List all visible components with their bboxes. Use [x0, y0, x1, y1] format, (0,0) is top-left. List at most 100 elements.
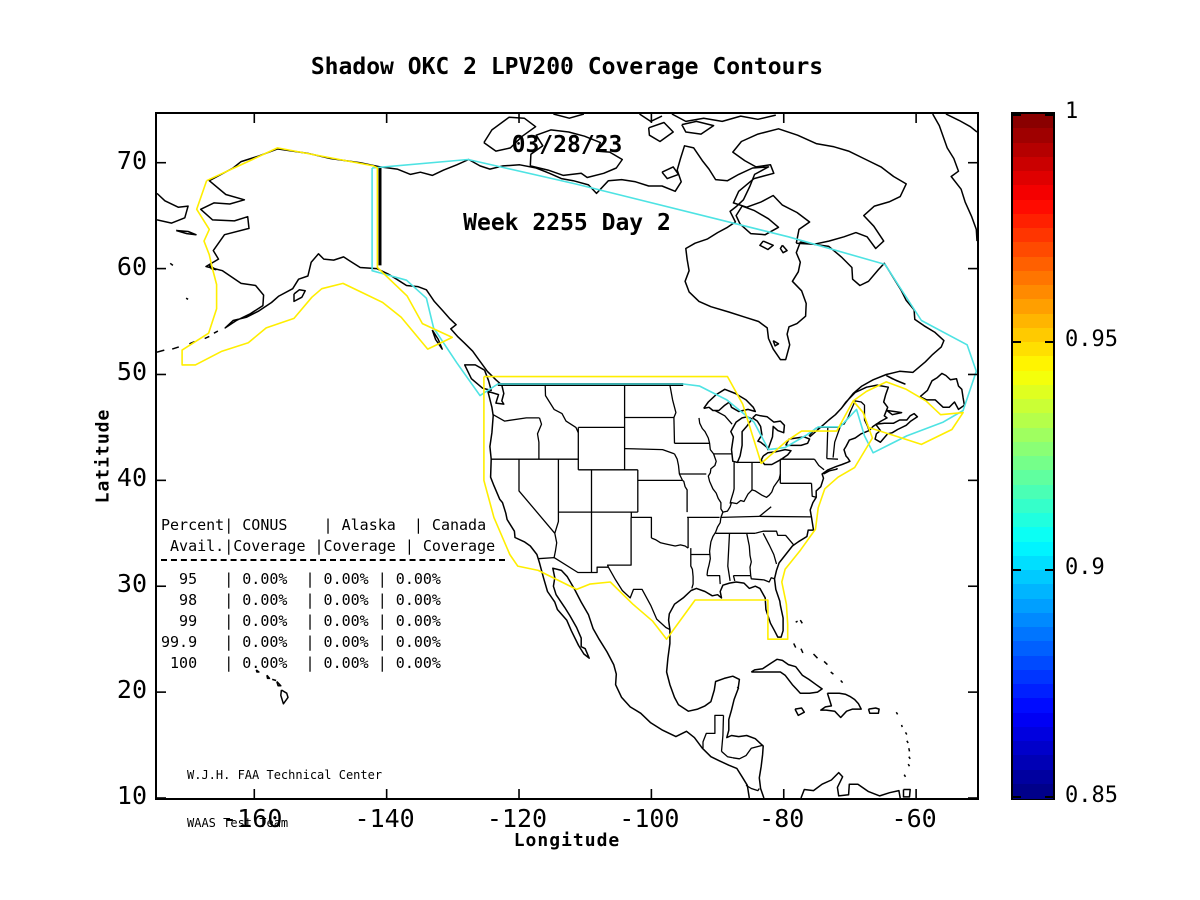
map-path-coastline	[885, 374, 906, 385]
map-path-state-borders	[707, 574, 721, 585]
map-path-coastline	[266, 674, 271, 680]
map-path-state-borders	[732, 575, 736, 582]
map-path-state-borders	[755, 530, 795, 546]
map-path-coastline	[945, 114, 977, 133]
map-path-coastline	[823, 467, 839, 475]
colorbar-band	[1013, 199, 1053, 215]
colorbar-band	[1013, 470, 1053, 485]
map-path-coastline	[735, 205, 780, 236]
colorbar-tick-label: 0.9	[1065, 555, 1105, 580]
colorbar-band	[1013, 242, 1053, 257]
map-path-state-borders	[720, 735, 724, 752]
x-tick-label: -100	[619, 804, 680, 833]
map-path-state-borders	[762, 533, 778, 565]
colorbar-band	[1013, 185, 1053, 200]
map-path-state-borders	[554, 459, 560, 534]
map-path-coastline	[185, 297, 189, 300]
map-path-state-borders	[702, 714, 724, 749]
map-path-state-borders	[722, 715, 725, 736]
map-path-coastline	[276, 680, 282, 687]
y-tick-label: 60	[116, 251, 147, 281]
colorbar-tick-label: 1	[1065, 99, 1079, 124]
map-path-state-borders	[832, 427, 841, 458]
x-tick-label: -140	[354, 804, 415, 833]
colorbar-band	[1013, 313, 1053, 329]
map-path-state-borders	[673, 417, 676, 444]
colorbar-band	[1013, 783, 1053, 799]
map-path-coastline	[902, 788, 911, 798]
colorbar-band	[1013, 527, 1053, 542]
map-path-state-borders	[607, 566, 671, 631]
colorbar-tick	[1045, 114, 1053, 116]
x-axis-label: Longitude	[513, 830, 621, 851]
y-tick-label: 20	[116, 675, 147, 705]
map-path-state-borders	[651, 537, 689, 549]
colorbar-band	[1013, 370, 1053, 386]
y-tick-label: 40	[116, 463, 147, 493]
map-path-coastline	[919, 372, 966, 411]
colorbar-band	[1013, 741, 1053, 756]
map-path-coastline	[908, 756, 911, 760]
map-path-contour-cyan	[371, 158, 977, 454]
map-path-state-borders	[758, 506, 772, 517]
colorbar-band	[1013, 669, 1053, 685]
y-tick-label: 30	[116, 569, 147, 599]
map-path-state-borders	[750, 575, 775, 583]
map-path-coastline	[431, 329, 443, 350]
colorbar-band	[1013, 156, 1053, 172]
map-path-coastline	[906, 740, 909, 744]
map-plot-area	[155, 112, 979, 800]
map-path-coastline	[157, 192, 189, 224]
map-path-state-borders	[826, 427, 829, 459]
colorbar-band	[1013, 342, 1053, 357]
map-path-state-borders	[746, 533, 752, 576]
map-path-coastline	[907, 763, 911, 767]
map-path-state-borders	[810, 483, 817, 498]
colorbar-band	[1013, 584, 1053, 599]
credit-text: W.J.H. FAA Technical Center WAAS Test Te…	[187, 735, 382, 863]
map-path-coastline	[169, 262, 174, 266]
map-path-coastline	[812, 653, 819, 659]
map-path-coastline	[661, 166, 680, 180]
map-path-state-borders	[826, 457, 839, 460]
map-path-coastline	[793, 643, 797, 648]
map-path-coastline	[463, 364, 492, 392]
map-path-coastline	[732, 128, 907, 250]
map-path-coastline	[800, 648, 804, 654]
colorbar-tick	[1013, 796, 1021, 798]
colorbar-band	[1013, 513, 1053, 528]
map-path-coastline	[800, 771, 901, 798]
x-tick-label: -120	[486, 804, 548, 833]
colorbar-band	[1013, 427, 1053, 443]
colorbar-band	[1013, 327, 1053, 343]
map-path-coastline	[271, 678, 277, 682]
table-subheader-row: Avail.|Coverage |Coverage | Coverage	[161, 537, 496, 555]
map-path-coastline	[752, 413, 786, 451]
table-separator	[161, 559, 505, 569]
colorbar-tick-label: 0.95	[1065, 327, 1118, 352]
colorbar-band	[1013, 142, 1053, 158]
map-path-contour-yellow	[181, 147, 454, 366]
map-path-coastline	[703, 388, 757, 413]
map-path-coastline	[759, 240, 774, 251]
colorbar-band	[1013, 456, 1053, 471]
colorbar-band	[1013, 698, 1053, 713]
colorbar-band	[1013, 399, 1053, 414]
title-line-3: Week 2255 Day 2	[463, 210, 671, 236]
map-path-state-borders	[538, 556, 609, 574]
colorbar-tick	[1045, 796, 1053, 798]
map-path-state-borders	[729, 462, 735, 504]
map-path-coastline	[867, 707, 880, 715]
map-path-coastline	[794, 707, 806, 717]
figure-title: Shadow OKC 2 LPV200 Coverage Contours 03…	[155, 2, 979, 288]
axis-ticks	[157, 114, 977, 798]
map-path-state-borders	[732, 744, 764, 760]
colorbar-band	[1013, 384, 1053, 400]
colorbar-band	[1013, 612, 1053, 628]
map-path-coastline	[904, 732, 908, 735]
coverage-table: Percent| CONUS | Alaska | Canada Avail.|…	[161, 515, 505, 674]
colorbar-tick	[1045, 341, 1053, 343]
colorbar-band	[1013, 228, 1053, 243]
colorbar-band	[1013, 128, 1053, 143]
y-axis-label: Latitude	[92, 408, 114, 504]
